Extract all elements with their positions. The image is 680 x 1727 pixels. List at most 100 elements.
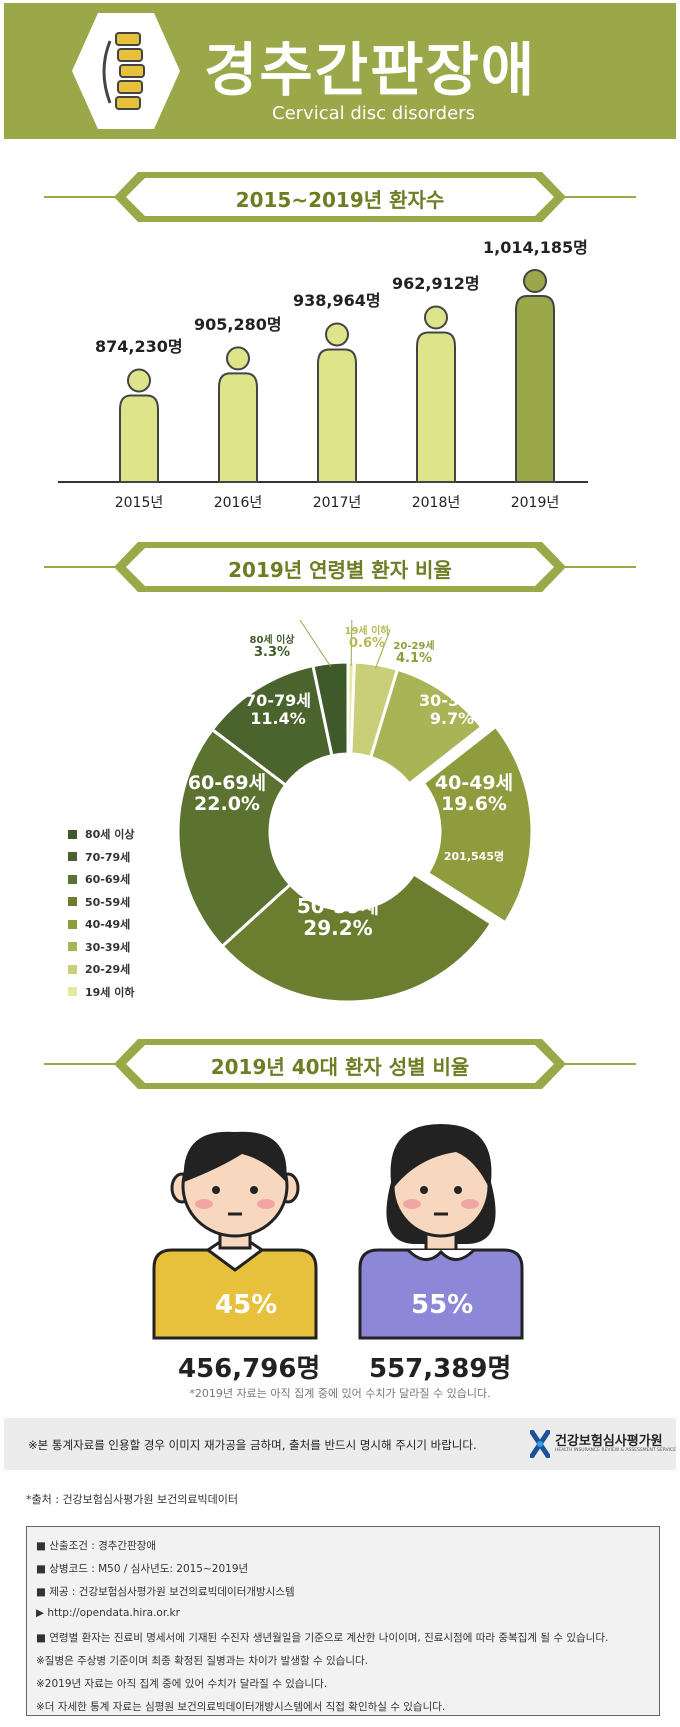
patient-count-label: 874,230명 [95, 337, 183, 357]
legend-item: 70-79세 [68, 849, 130, 865]
female-percent: 55% [411, 1290, 474, 1320]
female-shirt [358, 1248, 524, 1340]
legend-swatch [68, 964, 77, 974]
legend-label: 50-59세 [85, 895, 131, 909]
info-line: ※더 자세한 통계 자료는 심평원 보건의료빅데이터개방시스템에서 직접 확인하… [36, 1701, 446, 1713]
info-line: ■ 제공 : 건강보험심사평가원 보건의료빅데이터개방시스템 [36, 1586, 295, 1598]
section-title-banner [44, 542, 636, 592]
leader-line [350, 620, 353, 667]
legend-item: 60-69세 [68, 871, 130, 887]
cervical-spine-icon [72, 13, 180, 129]
patient-count-bar [317, 322, 357, 483]
slice-category-label: 80세 이상 [249, 635, 295, 646]
slice-category-label: 70-79세 [245, 691, 311, 710]
year-label: 2016년 [213, 495, 263, 511]
male-figure [152, 1131, 318, 1340]
patient-count-label: 1,014,185명 [483, 238, 588, 257]
section-title-text: 2019년 연령별 환자 비율 [228, 558, 452, 582]
hira-logo-icon [530, 1430, 550, 1458]
slice-percent-label: 0.6% [348, 636, 386, 651]
section-title-gender: 2019년 40대 환자 성별 비율 [0, 1034, 680, 1094]
patient-count-bar [515, 269, 555, 483]
year-label: 2015년 [114, 495, 164, 511]
age-donut-chart [176, 620, 534, 1004]
org-subtitle: HEALTH INSURANCE REVIEW & ASSESSMENT SER… [555, 1448, 677, 1453]
info-line: ■ 상병코드 : M50 / 심사년도: 2015~2019년 [36, 1563, 249, 1575]
leader-line [375, 629, 391, 669]
age-slice [176, 727, 293, 949]
patient-count-bar [218, 346, 258, 483]
header-banner: 경추간판장애 Cervical disc disorders [4, 3, 676, 139]
legend-label: 70-79세 [85, 850, 131, 864]
section-title-age: 2019년 연령별 환자 비율 [0, 537, 680, 597]
source-text: *출처 : 건강보험심사평가원 보건의료빅데이터 [26, 1493, 238, 1506]
male-shirt [152, 1248, 318, 1340]
slice-percent-label: 4.1% [395, 651, 433, 666]
slice-category-label: 30-39세 [419, 691, 485, 710]
patient-count-bar [119, 368, 159, 483]
slice-category-label: 40-49세 [434, 772, 514, 794]
info-line: ※질병은 주상병 기준이며 최종 확정된 질병과는 차이가 발생할 수 있습니다… [36, 1655, 368, 1667]
page-title: 경추간판장애 [204, 36, 537, 104]
legend-label: 60-69세 [85, 873, 131, 886]
legend-label: 40-49세 [85, 918, 131, 931]
slice-percent-label: 3.3% [253, 645, 291, 660]
slice-category-label: 20-29세 [393, 641, 435, 652]
patient-count-label: 905,280명 [194, 315, 282, 335]
org-name: 건강보험심사평가원 [555, 1434, 663, 1449]
slice-count-label: 201,545명 [443, 850, 505, 863]
slice-percent-label: 22.0% [194, 793, 260, 815]
legend-swatch [68, 829, 77, 839]
info-line: ■ 연령별 환자는 진료비 명세서에 기재된 수진자 생년월일을 기준으로 계산… [36, 1632, 609, 1644]
year-label: 2017년 [312, 495, 362, 511]
age-slice [421, 724, 534, 925]
legend-item: 80세 이상 [68, 826, 135, 842]
section-title-banner [44, 172, 636, 222]
legend-label: 80세 이상 [85, 828, 135, 841]
section-title-patients: 2015~2019년 환자수 [0, 167, 680, 227]
legend-swatch [68, 897, 77, 906]
slice-category-label: 19세 이하 [344, 626, 390, 637]
slice-percent-label: 9.7% [429, 709, 475, 728]
legend-label: 20-29세 [85, 963, 131, 976]
male-hair [183, 1131, 287, 1182]
data-note: *2019년 자료는 아직 집계 중에 있어 수치가 달라질 수 있습니다. [189, 1387, 491, 1400]
info-line: ■ 산출조건 : 경추간판장애 [36, 1540, 157, 1552]
patient-count-label: 962,912명 [392, 274, 480, 294]
slice-percent-label: 19.6% [441, 793, 507, 815]
slice-percent-label: 11.4% [250, 709, 306, 728]
legend-swatch [68, 852, 77, 861]
female-count: 557,389명 [369, 1354, 512, 1384]
section-title-text: 2015~2019년 환자수 [235, 188, 445, 212]
patient-count-bar [416, 305, 456, 483]
slice-category-label: 60-69세 [187, 772, 267, 794]
info-line: ▶ http://opendata.hira.or.kr [36, 1607, 180, 1619]
notice-text: ※본 통계자료를 인용할 경우 이미지 재가공을 금하며, 출처를 반드시 명시… [28, 1438, 477, 1452]
patient-count-label: 938,964명 [293, 291, 381, 311]
year-label: 2018년 [411, 495, 461, 511]
legend-item: 20-29세 [68, 961, 130, 977]
legend-label: 30-39세 [85, 940, 131, 954]
legend-item: 19세 이하 [68, 984, 135, 1000]
female-hair [390, 1124, 492, 1190]
page-subtitle: Cervical disc disorders [272, 103, 475, 124]
legend-label: 19세 이하 [85, 985, 135, 999]
female-collar [406, 1248, 476, 1261]
info-box: ■ 산출조건 : 경추간판장애 ■ 상병코드 : M50 / 심사년도: 201… [26, 1526, 660, 1716]
slice-percent-label: 29.2% [303, 916, 373, 940]
notice-bar: ※본 통계자료를 인용할 경우 이미지 재가공을 금하며, 출처를 반드시 명시… [4, 1418, 676, 1470]
legend-item: 30-39세 [68, 939, 130, 955]
male-count: 456,796명 [178, 1354, 321, 1384]
age-slice [311, 660, 350, 758]
patients-bar-chart [58, 269, 588, 483]
age-slice [220, 871, 494, 1004]
legend-swatch [68, 942, 77, 951]
legend-swatch [68, 919, 77, 929]
leader-line [299, 620, 332, 668]
year-label: 2019년 [510, 495, 560, 511]
section-title-banner [44, 1039, 636, 1089]
male-percent: 45% [215, 1290, 278, 1320]
age-slice [368, 667, 484, 786]
legend-item: 50-59세 [68, 894, 130, 910]
info-line: ※2019년 자료는 아직 집계 중에 있어 수치가 달라질 수 있습니다. [36, 1678, 328, 1690]
